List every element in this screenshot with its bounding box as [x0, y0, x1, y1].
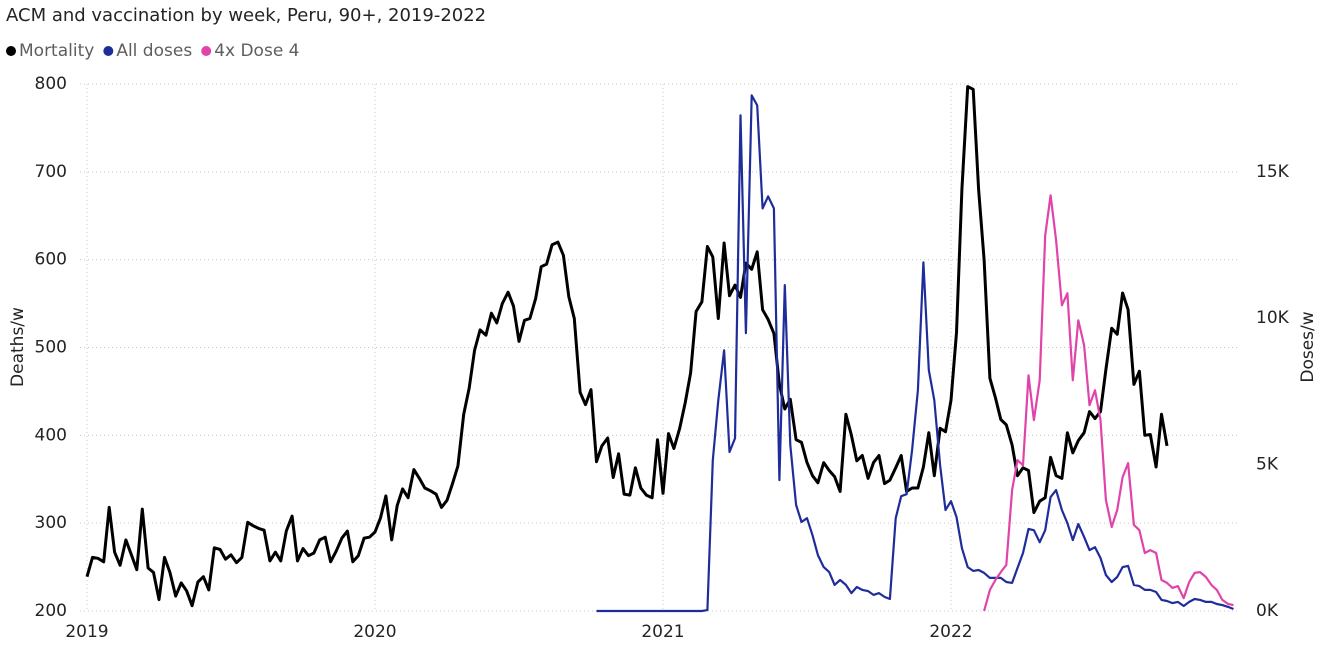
legend-label: Mortality — [19, 41, 94, 61]
y-tick-label: 500 — [35, 338, 67, 358]
legend-item: Mortality — [6, 41, 94, 61]
series-line — [596, 94, 1234, 613]
y-tick-label: 400 — [35, 425, 67, 445]
legend-marker — [201, 46, 212, 56]
chart-title: ACM and vaccination by week, Peru, 90+, … — [6, 5, 486, 26]
y-tick-label: 200 — [35, 601, 67, 621]
series-line — [983, 194, 1234, 612]
y2-tick-label: 0K — [1256, 601, 1279, 621]
y2-tick-label: 10K — [1256, 308, 1290, 328]
x-tick-label: 2021 — [641, 622, 684, 642]
y2-axis-title: Doses/w — [1298, 311, 1318, 382]
legend-marker — [103, 46, 114, 56]
x-tick-label: 2022 — [929, 622, 972, 642]
legend-label: All doses — [116, 41, 192, 61]
y2-tick-label: 15K — [1256, 162, 1290, 182]
series-line — [85, 85, 1169, 608]
y-tick-label: 700 — [35, 162, 67, 182]
legend-item: 4x Dose 4 — [201, 41, 300, 61]
x-tick-label: 2020 — [353, 622, 396, 642]
legend-item: All doses — [103, 41, 192, 61]
legend-marker — [6, 46, 16, 56]
y-tick-label: 300 — [35, 513, 67, 533]
y-axis-title: Deaths/w — [8, 307, 28, 387]
x-tick-label: 2019 — [65, 622, 108, 642]
y-tick-label: 600 — [35, 250, 67, 270]
y2-tick-label: 5K — [1256, 455, 1279, 475]
legend-label: 4x Dose 4 — [214, 41, 299, 61]
y-tick-label: 800 — [35, 74, 67, 94]
